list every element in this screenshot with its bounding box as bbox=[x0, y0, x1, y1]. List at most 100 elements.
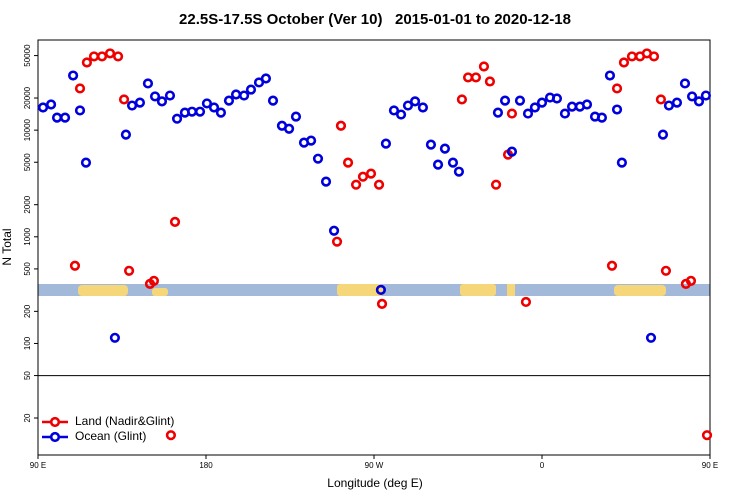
point bbox=[328, 225, 340, 236]
point bbox=[283, 123, 295, 134]
point bbox=[238, 90, 250, 101]
point bbox=[499, 95, 511, 106]
y-axis-label: N Total bbox=[0, 228, 14, 265]
x-tick-label: 0 bbox=[540, 461, 545, 470]
point bbox=[51, 112, 63, 123]
point bbox=[456, 94, 468, 105]
point bbox=[74, 105, 86, 116]
point bbox=[679, 78, 691, 89]
point bbox=[350, 179, 362, 190]
point bbox=[462, 72, 474, 83]
point bbox=[96, 51, 108, 62]
point bbox=[156, 96, 168, 107]
point bbox=[375, 284, 387, 295]
point bbox=[596, 112, 608, 123]
point bbox=[335, 120, 347, 131]
point bbox=[331, 236, 343, 247]
point bbox=[529, 102, 541, 113]
point bbox=[417, 102, 429, 113]
point bbox=[606, 260, 618, 271]
y-tick-label: 20000 bbox=[23, 86, 32, 109]
point bbox=[604, 70, 616, 81]
point bbox=[169, 216, 181, 227]
point bbox=[432, 159, 444, 170]
point bbox=[37, 102, 49, 113]
point bbox=[142, 78, 154, 89]
point bbox=[109, 332, 121, 343]
point bbox=[536, 97, 548, 108]
point bbox=[118, 94, 130, 105]
point bbox=[165, 430, 177, 441]
point bbox=[657, 129, 669, 140]
point bbox=[685, 275, 697, 286]
legend-label: Ocean (Glint) bbox=[75, 429, 146, 443]
point bbox=[80, 157, 92, 168]
point bbox=[149, 91, 161, 102]
point bbox=[67, 70, 79, 81]
point bbox=[522, 108, 534, 119]
point bbox=[215, 107, 227, 118]
point bbox=[611, 104, 623, 115]
point bbox=[267, 95, 279, 106]
point bbox=[520, 296, 532, 308]
point bbox=[618, 57, 630, 68]
point bbox=[171, 113, 183, 124]
point bbox=[671, 97, 683, 108]
point bbox=[395, 109, 407, 120]
point bbox=[611, 83, 623, 94]
y-tick-label: 200 bbox=[23, 304, 32, 318]
point bbox=[660, 265, 672, 276]
point bbox=[402, 100, 414, 111]
legend-marker bbox=[49, 431, 61, 443]
x-tick-label: 90 E bbox=[702, 461, 718, 470]
point bbox=[81, 57, 93, 68]
chart-title: 22.5S-17.5S October (Ver 10) 2015-01-01 … bbox=[179, 11, 571, 28]
point bbox=[112, 51, 124, 62]
y-tick-label: 50000 bbox=[23, 44, 32, 67]
point bbox=[492, 107, 504, 118]
point bbox=[260, 73, 272, 84]
point bbox=[208, 102, 220, 113]
y-tick-label: 2000 bbox=[23, 195, 32, 213]
point bbox=[700, 90, 711, 101]
point bbox=[88, 51, 100, 62]
point bbox=[380, 138, 392, 149]
point bbox=[693, 96, 705, 107]
y-tick-label: 20 bbox=[23, 413, 32, 422]
plot-frame bbox=[37, 39, 711, 456]
point bbox=[581, 99, 593, 110]
point bbox=[69, 260, 81, 271]
y-tick-label: 500 bbox=[23, 262, 32, 276]
point bbox=[123, 265, 135, 276]
point bbox=[245, 84, 257, 95]
point bbox=[120, 129, 132, 140]
point bbox=[514, 95, 526, 106]
point bbox=[305, 135, 317, 146]
point bbox=[551, 93, 563, 104]
point bbox=[388, 105, 400, 116]
point bbox=[74, 83, 86, 94]
point bbox=[201, 98, 213, 109]
point bbox=[453, 166, 465, 177]
y-tick-label: 10000 bbox=[23, 118, 32, 141]
point bbox=[701, 430, 713, 441]
y-tick-label: 50 bbox=[23, 371, 32, 380]
x-tick-label: 90 E bbox=[30, 461, 46, 470]
map-strip bbox=[38, 284, 710, 296]
point bbox=[104, 48, 116, 59]
point bbox=[290, 111, 302, 122]
x-axis-label: Longitude (deg E) bbox=[327, 476, 422, 490]
point bbox=[223, 95, 235, 106]
point bbox=[164, 90, 176, 101]
y-tick-label: 100 bbox=[23, 336, 32, 350]
point bbox=[59, 112, 71, 123]
y-tick-label: 5000 bbox=[23, 153, 32, 171]
point bbox=[312, 153, 324, 164]
point bbox=[506, 108, 518, 119]
point bbox=[194, 106, 206, 117]
point bbox=[663, 100, 675, 111]
legend-marker bbox=[49, 416, 61, 428]
point bbox=[626, 51, 638, 62]
point bbox=[230, 89, 242, 100]
